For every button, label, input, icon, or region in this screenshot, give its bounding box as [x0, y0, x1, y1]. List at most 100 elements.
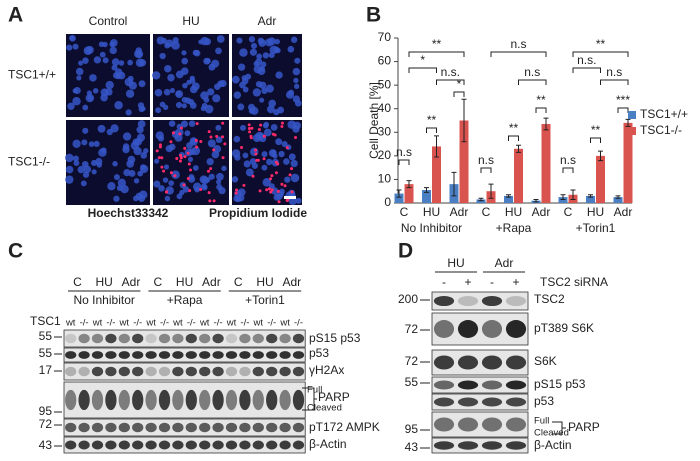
band — [505, 397, 527, 407]
band — [212, 440, 224, 450]
pi-nucleus — [273, 133, 277, 137]
band — [481, 380, 503, 390]
nucleus — [256, 53, 263, 60]
pi-nucleus — [274, 171, 278, 175]
pi-nucleus — [280, 125, 284, 129]
band — [145, 333, 157, 344]
sirna-state: - — [490, 275, 494, 289]
significance-label: n.s — [560, 153, 576, 167]
nucleus — [182, 186, 190, 193]
band — [505, 320, 527, 338]
nucleus — [233, 135, 241, 143]
significance-bracket — [535, 107, 547, 113]
band — [457, 441, 479, 450]
pi-nucleus — [187, 162, 191, 166]
pi-nucleus — [182, 183, 186, 187]
blot-strip — [63, 381, 306, 419]
nucleus — [138, 59, 147, 67]
pi-nucleus — [223, 142, 227, 146]
band — [279, 422, 291, 433]
band — [457, 380, 479, 390]
nucleus — [187, 175, 196, 183]
nucleus — [168, 120, 176, 127]
pi-nucleus — [199, 139, 203, 143]
pi-nucleus — [169, 171, 173, 175]
x-tick-label: Adr — [450, 205, 469, 219]
nucleus — [75, 67, 84, 76]
y-tick-label: 70 — [378, 30, 392, 44]
x-tick-label: HU — [587, 205, 604, 219]
error-bar — [598, 150, 603, 162]
band — [239, 389, 251, 411]
nucleus — [171, 41, 180, 50]
parp-bracket — [552, 421, 566, 435]
band — [158, 440, 171, 450]
band — [279, 440, 291, 450]
nucleus — [285, 90, 295, 99]
band — [292, 351, 305, 359]
band — [118, 440, 130, 450]
nucleus — [219, 79, 227, 88]
nucleus — [83, 46, 93, 55]
pi-nucleus — [256, 158, 260, 162]
error-bar — [543, 117, 549, 131]
nucleus — [127, 75, 134, 82]
lane-label: wt — [199, 318, 210, 329]
nucleus — [292, 125, 300, 133]
nucleus — [82, 57, 89, 64]
nucleus — [86, 90, 93, 96]
nucleus — [153, 180, 161, 188]
band — [239, 351, 251, 359]
blot-strip — [431, 437, 529, 454]
significance-bracket — [436, 79, 465, 85]
nucleus — [172, 37, 179, 44]
treatment-label: Adr — [495, 256, 514, 270]
pi-nucleus — [254, 148, 258, 152]
marker-label: 55 — [39, 329, 53, 343]
lane-label: wt — [65, 318, 76, 329]
nucleus — [208, 173, 215, 180]
nucleus — [92, 88, 99, 94]
band — [457, 397, 479, 407]
nucleus — [169, 88, 176, 94]
band — [266, 351, 278, 359]
nucleus — [261, 151, 268, 158]
band — [78, 422, 90, 433]
pi-nucleus — [195, 122, 199, 126]
band — [252, 389, 264, 411]
nucleus — [114, 101, 123, 110]
band — [78, 333, 90, 344]
significance-bracket — [562, 167, 574, 173]
x-tick-label: C — [400, 205, 409, 219]
pi-nucleus — [221, 121, 225, 125]
pi-nucleus — [208, 199, 212, 203]
marker-label: 43 — [405, 440, 419, 454]
band — [185, 333, 197, 344]
marker-label: 95 — [405, 422, 419, 436]
band — [457, 355, 479, 370]
band — [212, 333, 224, 344]
pi-nucleus — [209, 167, 213, 171]
stain-label: Propidium Iodide — [209, 206, 307, 220]
pi-nucleus — [294, 136, 298, 140]
significance-label: * — [420, 53, 425, 67]
band — [292, 366, 305, 377]
row-label: TSC1-/- — [8, 155, 50, 169]
error-bar — [488, 183, 494, 199]
y-tick-label: 50 — [378, 77, 392, 91]
pi-nucleus — [157, 156, 161, 160]
nucleus — [137, 120, 146, 128]
nucleus — [99, 51, 106, 58]
band — [185, 422, 197, 433]
pi-nucleus — [277, 200, 281, 204]
y-tick-label: 60 — [378, 54, 392, 68]
nucleus — [281, 140, 288, 148]
nucleus — [98, 41, 105, 48]
nucleus — [278, 150, 285, 158]
pi-nucleus — [269, 190, 273, 194]
row-label: β-Actin — [534, 438, 572, 452]
nucleus — [139, 164, 149, 174]
pi-nucleus — [160, 156, 164, 160]
band — [252, 351, 264, 359]
band — [118, 351, 130, 359]
